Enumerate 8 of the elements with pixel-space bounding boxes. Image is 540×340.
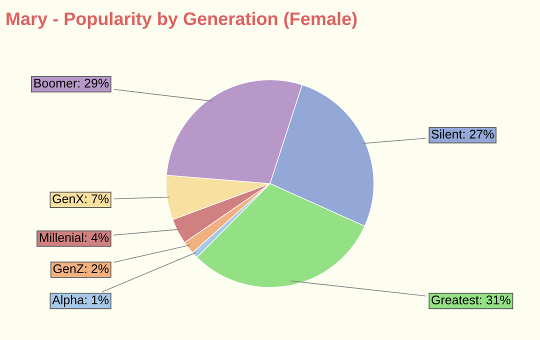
slice-label: GenX: 7% xyxy=(52,194,109,204)
slice-label: Silent: 27% xyxy=(432,129,494,139)
slice-label: Millenial: 4% xyxy=(40,232,109,242)
slice-label: Greatest: 31% xyxy=(432,296,510,304)
chart-title: Mary - Popularity by Generation (Female) xyxy=(6,12,357,29)
slice-label: Alpha: 1% xyxy=(52,295,109,307)
slice-label: Boomer: 29% xyxy=(34,78,109,88)
slice-label: GenZ: 2% xyxy=(53,264,109,274)
